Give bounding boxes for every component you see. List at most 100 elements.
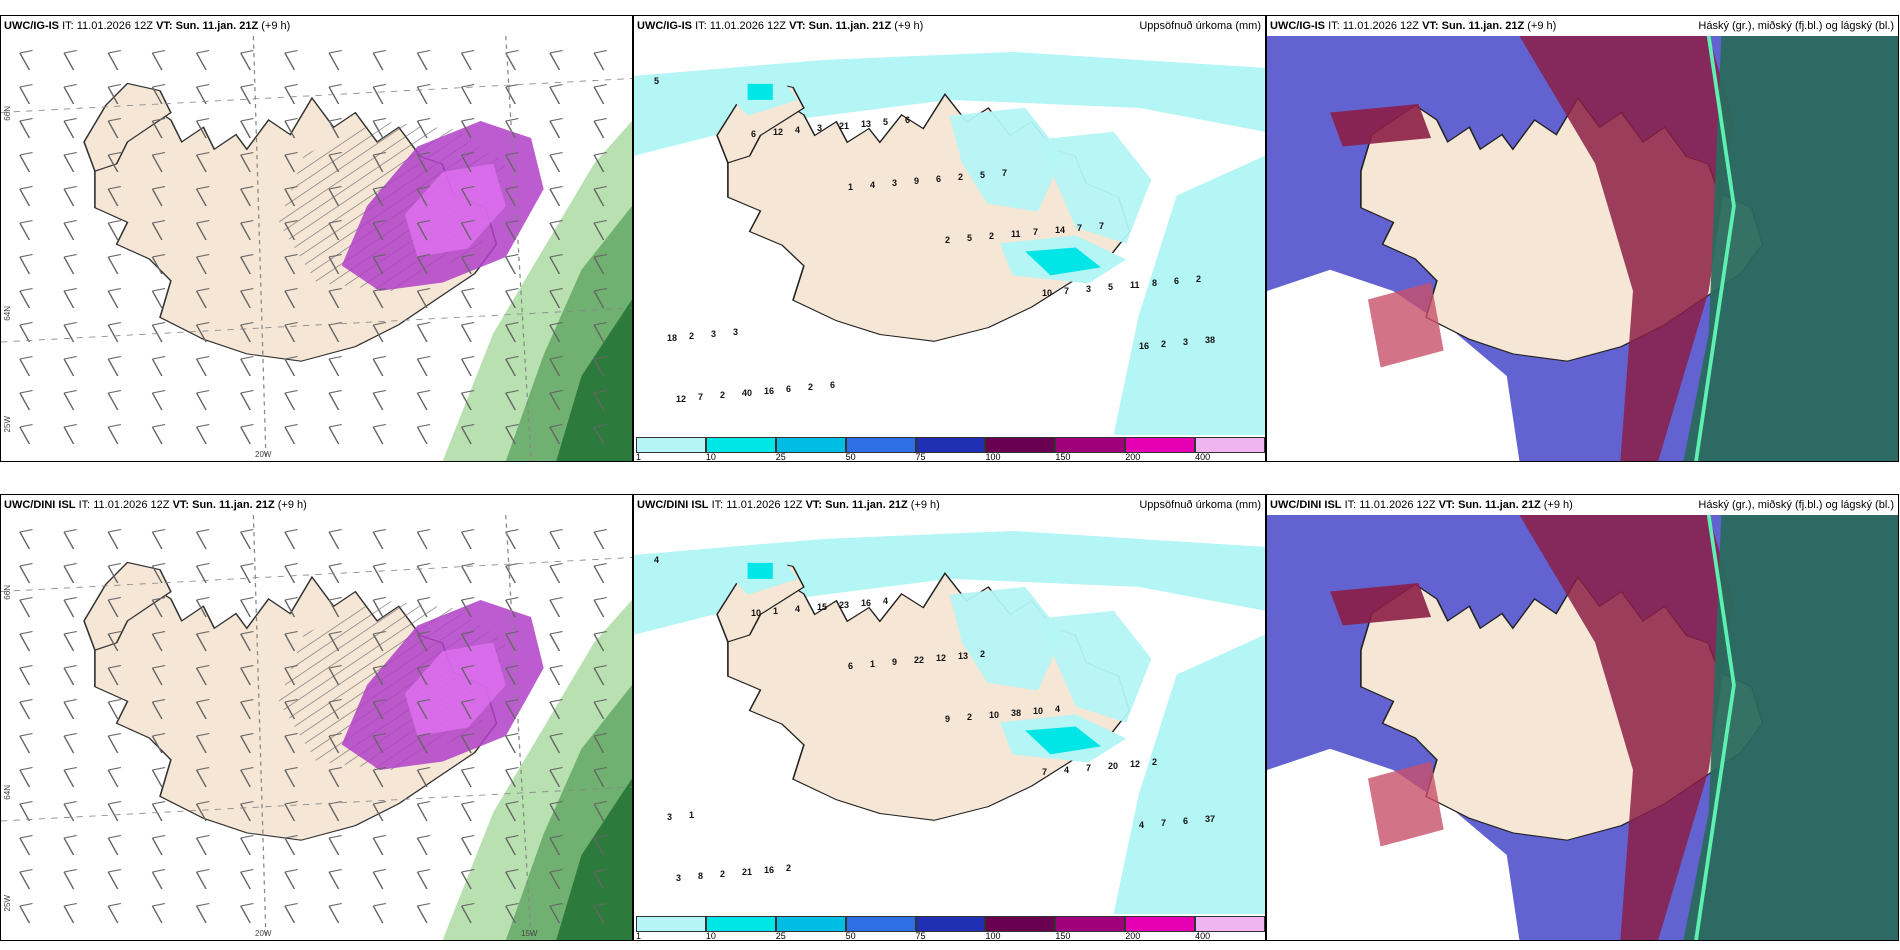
precip-value: 16	[1139, 341, 1150, 351]
precip-value: 16	[764, 865, 775, 875]
precip-value: 13	[958, 651, 969, 661]
panel-header: UWC/IG-IS IT: 11.01.2026 12Z VT: Sun. 11…	[634, 16, 1265, 36]
precip-value: 6	[1174, 276, 1180, 286]
precip-value: 6	[751, 129, 757, 139]
precip-value: 10	[1042, 288, 1053, 298]
precip-value: 37	[1205, 814, 1216, 824]
precip-value: 6	[848, 661, 854, 671]
valid-time: Sun. 11.jan. 21Z	[1458, 499, 1541, 511]
precip-value: 11	[1011, 229, 1021, 239]
latitude-label: 66N	[3, 106, 12, 121]
precip-value: 16	[764, 386, 775, 396]
precip-map[interactable]	[634, 515, 1265, 914]
vt-label: VT:	[789, 20, 806, 32]
wind-map[interactable]	[1, 515, 632, 940]
precip-value: 8	[1152, 278, 1158, 288]
colorbar-label: 150	[1055, 931, 1071, 941]
map-panel-wind-1: UWC/IG-IS IT: 11.01.2026 12Z VT: Sun. 11…	[0, 15, 633, 462]
precip-value: 6	[786, 384, 792, 394]
colorbar-label: 200	[1125, 931, 1141, 941]
precip-value: 3	[1183, 337, 1189, 347]
precip-value: 6	[830, 380, 836, 390]
precip-value: 2	[945, 235, 951, 245]
colorbar-label: 50	[845, 931, 856, 941]
colorbar-label: 50	[845, 452, 856, 462]
colorbar-label: 75	[915, 452, 926, 462]
map-panel-cloud-2: UWC/DINI ISL IT: 11.01.2026 12Z VT: Sun.…	[1266, 494, 1899, 941]
precip-value: 3	[711, 329, 717, 339]
precip-value: 9	[914, 176, 920, 186]
cloud-map[interactable]	[1267, 515, 1898, 940]
colorbar-swatch	[1055, 437, 1126, 453]
model-name: UWC/IG-IS	[1270, 20, 1325, 32]
colorbar-swatch	[985, 916, 1056, 932]
model-name: UWC/IG-IS	[4, 20, 59, 32]
precip-value: 10	[751, 608, 762, 618]
precip-value: 21	[742, 867, 753, 877]
colorbar-swatch	[845, 916, 916, 932]
init-time: 11.01.2026 12Z	[76, 20, 153, 32]
precip-value: 4	[870, 180, 876, 190]
precip-value: 7	[1064, 286, 1070, 296]
precip-value: 15	[817, 602, 828, 612]
precip-value: 4	[1139, 820, 1145, 830]
precip-value: 7	[1033, 227, 1039, 237]
colorbar-label: 150	[1055, 452, 1071, 462]
longitude-label: 20W	[255, 929, 272, 938]
precip-value: 1	[848, 182, 854, 192]
precip-value: 38	[1205, 335, 1216, 345]
precip-colorbar: 1 10 25 50 75 100 150 200 400	[634, 435, 1265, 461]
colorbar-label: 25	[775, 931, 786, 941]
precip-map[interactable]	[634, 36, 1265, 435]
init-time: 11.01.2026 12Z	[93, 499, 170, 511]
colorbar-swatch	[1125, 437, 1196, 453]
map-panel-cloud-1: UWC/IG-IS IT: 11.01.2026 12Z VT: Sun. 11…	[1266, 15, 1899, 462]
precip-value: 2	[958, 172, 964, 182]
latitude-label: 66N	[3, 585, 12, 600]
precip-title: Uppsöfnuð úrkoma (mm)	[1139, 20, 1261, 32]
map-panel-precip-1: UWC/IG-IS IT: 11.01.2026 12Z VT: Sun. 11…	[633, 15, 1266, 462]
precip-value: 40	[742, 388, 753, 398]
colorbar-label: 1	[636, 452, 642, 462]
colorbar-swatch	[1055, 916, 1126, 932]
precip-value: 4	[1064, 765, 1070, 775]
precip-value: 22	[914, 655, 925, 665]
panel-header: UWC/IG-IS IT: 11.01.2026 12Z VT: Sun. 11…	[1, 16, 632, 36]
precip-value: 11	[1130, 280, 1140, 290]
colorbar-swatch	[1195, 437, 1265, 453]
colorbar-swatch	[705, 437, 776, 453]
precip-value: 2	[967, 712, 973, 722]
precip-value: 6	[1183, 816, 1189, 826]
precip-value: 7	[1042, 767, 1048, 777]
precip-value: 9	[892, 657, 898, 667]
it-label: IT:	[62, 20, 74, 32]
precip-value: 2	[720, 390, 726, 400]
init-time: 11.01.2026 12Z	[1342, 20, 1419, 32]
colorbar-swatch	[915, 437, 986, 453]
colorbar-label: 25	[775, 452, 786, 462]
precip-value: 6	[905, 115, 911, 125]
colorbar-swatch	[845, 437, 916, 453]
colorbar-label: 100	[985, 931, 1001, 941]
colorbar-swatch	[1125, 916, 1196, 932]
lead-time: (+9 h)	[894, 20, 924, 32]
colorbar-swatch	[636, 437, 706, 453]
precip-value: 1	[870, 659, 876, 669]
model-name: UWC/DINI ISL	[637, 499, 709, 511]
wind-map[interactable]	[1, 36, 632, 461]
valid-time: Sun. 11.jan. 21Z	[192, 499, 275, 511]
precip-value: 21	[839, 121, 850, 131]
precip-value: 4	[883, 596, 889, 606]
precip-value: 12	[773, 127, 784, 137]
vt-label: VT:	[1422, 20, 1439, 32]
colorbar-label: 1	[636, 931, 642, 941]
precip-value: 2	[1152, 757, 1158, 767]
longitude-label: 20W	[255, 450, 272, 459]
precip-value: 7	[1002, 168, 1008, 178]
init-time: 11.01.2026 12Z	[1359, 499, 1436, 511]
precip-value: 5	[980, 170, 986, 180]
precip-value: 2	[1161, 339, 1167, 349]
map-panel-wind-2: UWC/DINI ISL IT: 11.01.2026 12Z VT: Sun.…	[0, 494, 633, 941]
colorbar-label: 75	[915, 931, 926, 941]
cloud-map[interactable]	[1267, 36, 1898, 461]
